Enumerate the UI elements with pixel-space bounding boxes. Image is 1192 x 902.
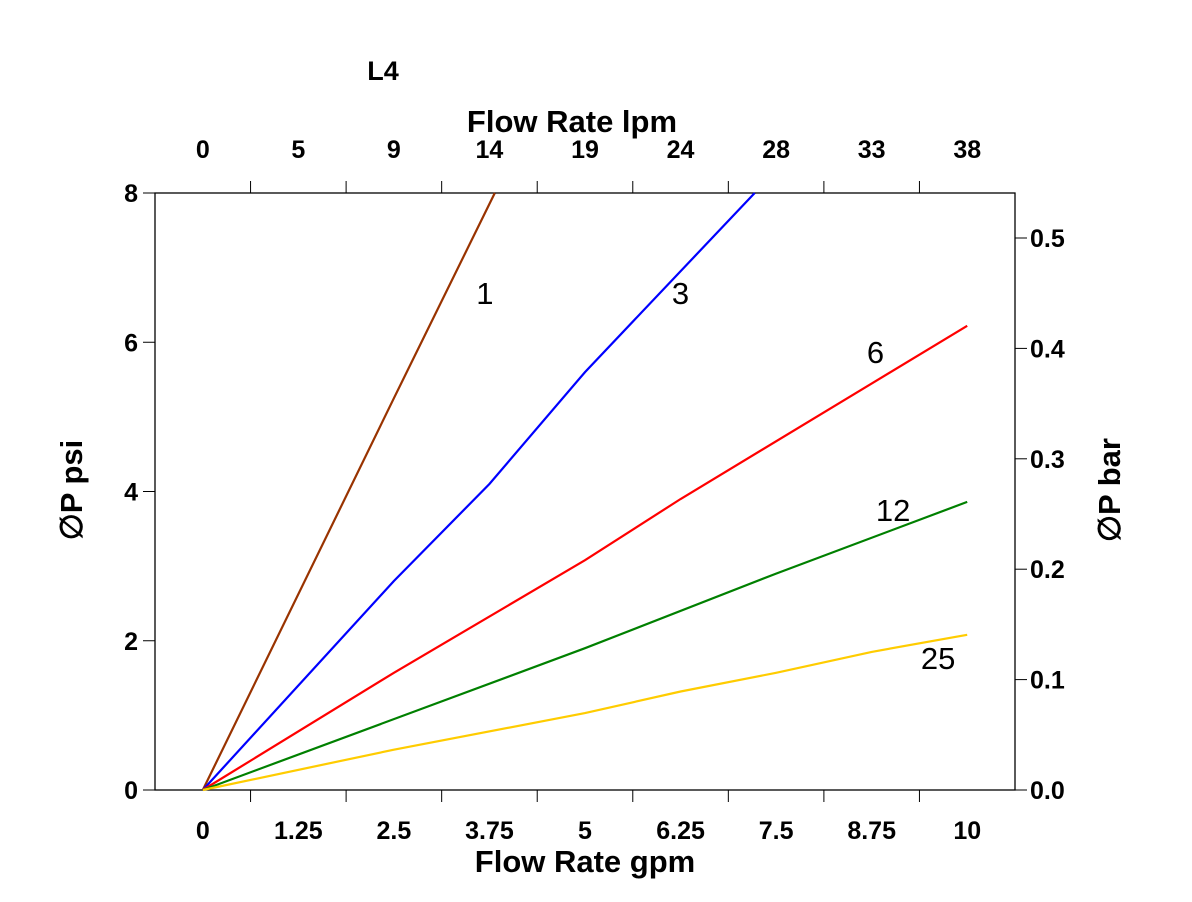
x-tick-label: 8.75 bbox=[847, 817, 896, 845]
y-axis-label: ∅P psi bbox=[54, 440, 89, 541]
x2-tick-label: 28 bbox=[762, 136, 790, 164]
x-tick-label: 1.25 bbox=[274, 817, 323, 845]
series-labels: 1 3 6 12 25 bbox=[476, 276, 955, 676]
x-tick-label: 0 bbox=[196, 817, 210, 845]
y-tick-label: 0 bbox=[124, 777, 138, 805]
series-label-12: 12 bbox=[876, 493, 910, 528]
series-line-3 bbox=[201, 192, 756, 791]
y2-tick-label: 0.5 bbox=[1030, 225, 1065, 253]
series-label-6: 6 bbox=[867, 335, 884, 370]
x2-tick-label: 14 bbox=[476, 136, 504, 164]
y2-tick-label: 0.4 bbox=[1030, 335, 1065, 363]
series-lines bbox=[201, 192, 968, 792]
x2-tick-label: 9 bbox=[387, 136, 401, 164]
series-label-3: 3 bbox=[672, 276, 689, 311]
series-line-6 bbox=[202, 324, 968, 791]
y2-tick-label: 0.2 bbox=[1030, 556, 1065, 584]
series-line-12 bbox=[202, 500, 968, 792]
series-line-1 bbox=[201, 192, 496, 791]
x2-tick-label: 0 bbox=[196, 136, 210, 164]
series-label-1: 1 bbox=[476, 276, 493, 311]
x2-tick-label: 5 bbox=[291, 136, 305, 164]
series-line-25 bbox=[202, 633, 968, 792]
y2-axis-label: ∅P bar bbox=[1092, 438, 1127, 542]
y2-tick-label: 0.1 bbox=[1030, 667, 1065, 695]
x2-tick-label: 19 bbox=[571, 136, 599, 164]
x-tick-label: 6.25 bbox=[656, 817, 705, 845]
chart-title: L4 bbox=[367, 56, 399, 86]
y-tick-label: 4 bbox=[124, 479, 138, 507]
y-tick-label: 6 bbox=[124, 329, 138, 357]
y-tick-label: 2 bbox=[124, 628, 138, 656]
y-tick-label: 8 bbox=[124, 180, 138, 208]
x-tick-label: 7.5 bbox=[759, 817, 794, 845]
x-tick-label: 10 bbox=[953, 817, 981, 845]
x-tick-label: 3.75 bbox=[465, 817, 514, 845]
x2-tick-label: 24 bbox=[667, 136, 695, 164]
x2-tick-label: 38 bbox=[953, 136, 981, 164]
series-label-25: 25 bbox=[921, 641, 955, 676]
axes: 001.2552.593.75145196.25247.5288.7533103… bbox=[124, 136, 1065, 845]
y2-tick-label: 0.0 bbox=[1030, 777, 1065, 805]
x2-tick-label: 33 bbox=[858, 136, 886, 164]
x-axis-label: Flow Rate gpm bbox=[475, 844, 695, 879]
x-tick-label: 5 bbox=[578, 817, 592, 845]
x2-axis-label: Flow Rate lpm bbox=[467, 104, 677, 139]
y2-tick-label: 0.3 bbox=[1030, 446, 1065, 474]
x-tick-label: 2.5 bbox=[377, 817, 412, 845]
